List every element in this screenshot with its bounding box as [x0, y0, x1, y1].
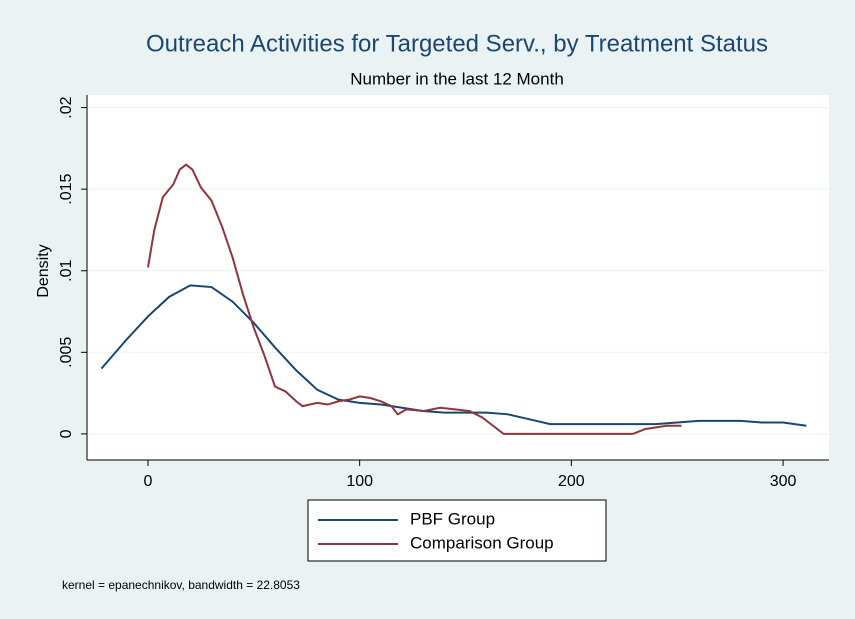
x-tick-label: 0 [144, 473, 153, 490]
plot-area [87, 95, 829, 460]
series-line [100, 284, 807, 427]
y-tick-label: 0 [58, 429, 75, 438]
x-tick-label: 100 [346, 473, 373, 490]
y-axis-title: Density [35, 244, 52, 297]
series-line [146, 163, 682, 435]
legend-label: Comparison Group [410, 533, 554, 552]
y-tick-label: .02 [58, 96, 75, 118]
chart-subtitle: Number in the last 12 Month [350, 69, 564, 88]
legend-label: PBF Group [410, 509, 495, 528]
x-tick-label: 300 [770, 473, 797, 490]
y-tick-label: .005 [58, 337, 75, 368]
x-tick-label: 200 [558, 473, 585, 490]
legend-box [307, 499, 607, 562]
note: kernel = epanechnikov, bandwidth = 22.80… [62, 578, 300, 592]
chart-title: Outreach Activities for Targeted Serv., … [146, 30, 768, 57]
y-tick-label: .015 [58, 173, 75, 204]
y-tick-label: .01 [58, 260, 75, 282]
